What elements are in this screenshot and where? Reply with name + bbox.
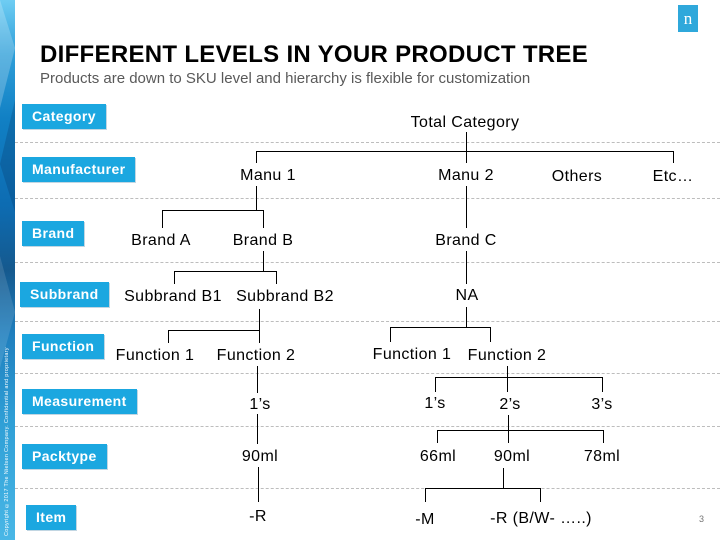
node-etc: Etc… bbox=[652, 168, 694, 185]
connector-line bbox=[257, 366, 258, 393]
node-na: NA bbox=[455, 287, 479, 304]
node-subbrand-b1: Subbrand B1 bbox=[124, 288, 222, 305]
connector-line bbox=[263, 251, 264, 271]
logo-letter: n bbox=[683, 9, 693, 28]
nielsen-logo: n bbox=[678, 5, 698, 32]
node-78ml: 78ml bbox=[583, 448, 621, 465]
connector-line bbox=[390, 327, 391, 342]
node-manu-1: Manu 1 bbox=[240, 167, 296, 184]
connector-line bbox=[490, 327, 491, 342]
connector-line bbox=[508, 415, 509, 443]
node-brand-c: Brand C bbox=[435, 232, 497, 249]
level-label-category: Category bbox=[22, 104, 106, 129]
connector-line bbox=[673, 151, 674, 163]
connector-line bbox=[168, 330, 169, 343]
slide-title: DIFFERENT LEVELS IN YOUR PRODUCT TREE bbox=[40, 41, 589, 68]
connector-line bbox=[263, 210, 264, 228]
copyright-text: Copyright ©2017 The Nielsen Company. Con… bbox=[4, 347, 10, 536]
node-total-category: Total Category bbox=[410, 114, 520, 131]
connector-line bbox=[256, 186, 257, 210]
node-r-bw: -R (B/W- …..) bbox=[490, 510, 592, 527]
row-divider bbox=[15, 426, 720, 427]
connector-line bbox=[437, 430, 604, 431]
node-66ml: 66ml bbox=[419, 448, 457, 465]
connector-line bbox=[435, 377, 603, 378]
row-divider bbox=[15, 488, 720, 489]
sidebar-facet bbox=[0, 100, 15, 212]
connector-line bbox=[390, 327, 491, 328]
connector-line bbox=[257, 414, 258, 444]
connector-line bbox=[507, 366, 508, 392]
level-label-packtype: Packtype bbox=[22, 444, 107, 469]
connector-line bbox=[256, 151, 257, 163]
node-function-2-right: Function 2 bbox=[467, 347, 547, 364]
node-1s-left: 1’s bbox=[249, 396, 271, 413]
connector-line bbox=[540, 488, 541, 502]
node-90ml-left: 90ml bbox=[241, 448, 279, 465]
level-label-measurement: Measurement bbox=[22, 389, 137, 414]
connector-line bbox=[437, 430, 438, 443]
connector-line bbox=[168, 330, 260, 331]
level-label-item: Item bbox=[26, 505, 77, 530]
connector-line bbox=[603, 430, 604, 443]
connector-line bbox=[162, 210, 163, 228]
node-function-1-left: Function 1 bbox=[115, 347, 195, 364]
slide-subtitle: Products are down to SKU level and hiera… bbox=[40, 70, 531, 87]
node-brand-b: Brand B bbox=[232, 232, 294, 249]
row-divider bbox=[15, 321, 720, 322]
connector-line bbox=[466, 307, 467, 327]
level-label-manufacturer: Manufacturer bbox=[22, 157, 136, 182]
connector-line bbox=[162, 210, 264, 211]
node-manu-2: Manu 2 bbox=[438, 167, 494, 184]
row-divider bbox=[15, 198, 720, 199]
node-m: -M bbox=[415, 511, 435, 528]
node-function-1-right: Function 1 bbox=[372, 346, 452, 363]
connector-line bbox=[425, 488, 426, 502]
sidebar-facet bbox=[0, 0, 15, 108]
node-r-left: -R bbox=[249, 508, 267, 525]
connector-line bbox=[259, 309, 260, 343]
node-function-2-left: Function 2 bbox=[216, 347, 296, 364]
row-divider bbox=[15, 373, 720, 374]
page-number: 3 bbox=[699, 514, 705, 524]
connector-line bbox=[466, 132, 467, 152]
level-label-brand: Brand bbox=[22, 221, 85, 246]
connector-line bbox=[174, 271, 277, 272]
connector-line bbox=[466, 151, 467, 163]
connector-line bbox=[466, 251, 467, 284]
node-90ml-right: 90ml bbox=[493, 448, 531, 465]
connector-line bbox=[466, 186, 467, 228]
connector-line bbox=[503, 468, 504, 488]
level-label-function: Function bbox=[22, 334, 105, 359]
left-accent-bar: Copyright ©2017 The Nielsen Company. Con… bbox=[0, 0, 15, 540]
connector-line bbox=[256, 151, 674, 152]
connector-line bbox=[435, 377, 436, 392]
node-brand-a: Brand A bbox=[131, 232, 191, 249]
connector-line bbox=[425, 488, 541, 489]
row-divider bbox=[15, 142, 720, 143]
node-3s: 3’s bbox=[591, 396, 613, 413]
row-divider bbox=[15, 262, 720, 263]
connector-line bbox=[602, 377, 603, 392]
node-1s-right: 1’s bbox=[424, 395, 446, 412]
connector-line bbox=[258, 467, 259, 502]
node-subbrand-b2: Subbrand B2 bbox=[236, 288, 334, 305]
connector-line bbox=[174, 271, 175, 284]
connector-line bbox=[276, 271, 277, 284]
level-label-subbrand: Subbrand bbox=[20, 282, 109, 307]
node-others: Others bbox=[551, 168, 603, 185]
node-2s: 2’s bbox=[499, 396, 521, 413]
